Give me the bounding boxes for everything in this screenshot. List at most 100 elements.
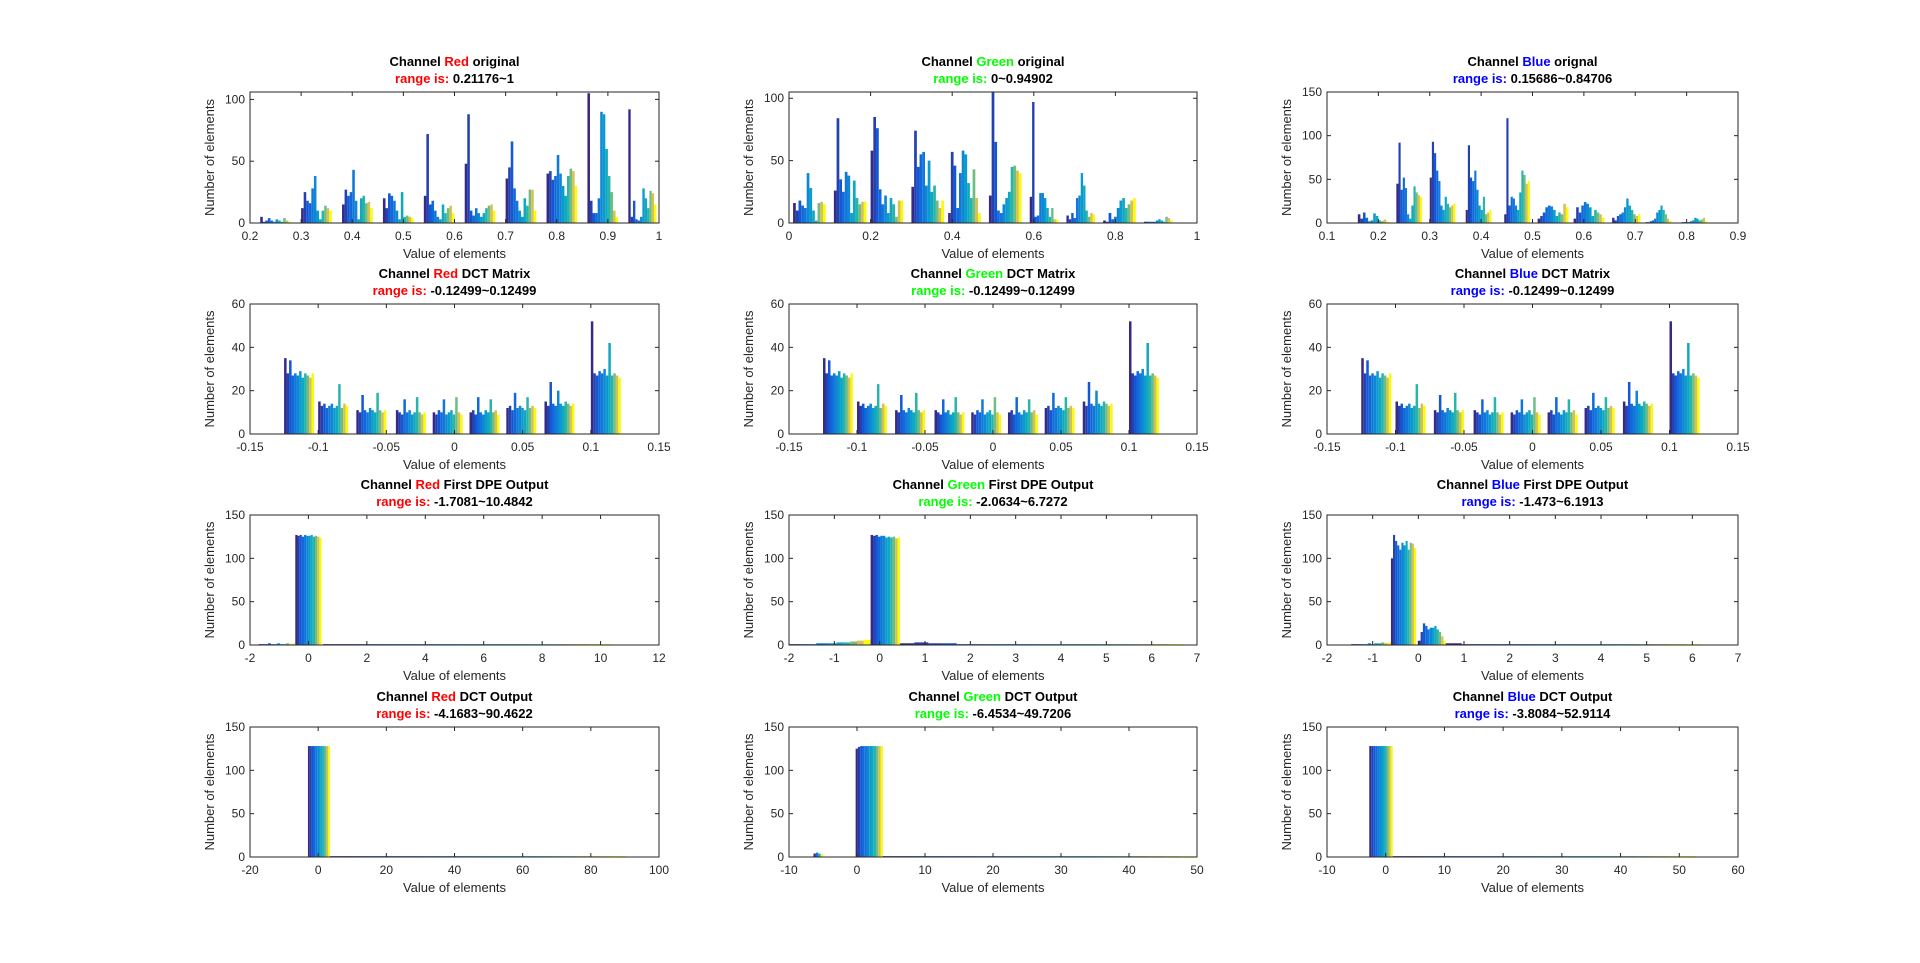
bar	[311, 373, 315, 434]
bar	[367, 201, 371, 223]
bar	[823, 643, 830, 645]
y-tick-label: 60	[1309, 297, 1323, 311]
title-channel: Red	[431, 689, 456, 704]
x-tick-label: 40	[1614, 863, 1628, 877]
bar	[472, 215, 475, 223]
x-tick-label: 10	[1438, 863, 1452, 877]
bar	[1396, 183, 1399, 223]
bar	[1599, 214, 1602, 223]
bar	[1151, 373, 1154, 434]
bar	[855, 198, 859, 223]
bar	[1170, 220, 1173, 223]
x-tick-label: 30	[1555, 863, 1569, 877]
bar	[1051, 208, 1054, 223]
y-tick-label: 150	[225, 508, 245, 522]
bar	[1022, 410, 1026, 434]
bar	[381, 412, 384, 434]
bar	[320, 746, 323, 857]
bar	[610, 192, 613, 223]
bar	[1012, 414, 1016, 434]
y-tick-label: 40	[771, 340, 785, 354]
bar	[1573, 218, 1577, 223]
x-axis-label: Value of elements	[941, 668, 1045, 683]
bar	[432, 412, 436, 434]
bar	[858, 204, 862, 223]
bar	[1036, 215, 1040, 223]
bar	[873, 116, 877, 223]
bar	[533, 210, 537, 223]
range-value: -0.12499~0.12499	[427, 283, 537, 298]
title-suffix: original	[469, 54, 520, 69]
bar	[1550, 410, 1553, 434]
x-axis-label: Value of elements	[941, 246, 1045, 261]
bar	[1160, 220, 1163, 223]
bar	[1510, 196, 1513, 223]
bar	[356, 410, 359, 434]
bar	[860, 746, 863, 857]
x-tick-label: 0.2	[242, 229, 259, 243]
bar	[605, 148, 608, 223]
chart-title: Channel Red DCT Matrix	[379, 266, 531, 281]
bar	[491, 412, 495, 434]
y-tick-label: 0	[238, 427, 245, 441]
range-value: -0.12499~0.12499	[1505, 283, 1615, 298]
bar	[1660, 205, 1663, 223]
bar	[928, 643, 943, 645]
bar	[1597, 405, 1600, 434]
y-tick-label: 150	[764, 508, 784, 522]
bar	[840, 377, 843, 434]
y-axis-label: Number of elements	[202, 521, 217, 639]
bar	[1018, 173, 1022, 223]
bar	[820, 201, 823, 223]
title-prefix: Channel	[361, 477, 416, 492]
bar	[306, 535, 309, 645]
bar	[882, 535, 886, 645]
title-channel: Red	[434, 266, 459, 281]
x-tick-label: -20	[241, 863, 259, 877]
bar	[1155, 220, 1159, 223]
bar	[441, 204, 445, 223]
bar	[1035, 414, 1038, 434]
bar	[362, 195, 366, 223]
y-tick-label: 150	[225, 720, 245, 734]
bar	[347, 195, 350, 223]
bar	[1020, 414, 1023, 434]
bar	[1148, 221, 1152, 223]
bar	[1413, 547, 1417, 645]
bar	[1092, 405, 1096, 434]
bar	[1669, 321, 1673, 434]
bar	[964, 154, 968, 223]
bar	[1483, 412, 1487, 434]
bar	[590, 321, 594, 434]
bar	[1441, 636, 1444, 645]
bar	[1540, 216, 1543, 223]
bar	[874, 405, 877, 434]
bar	[996, 412, 999, 434]
bar	[997, 210, 1000, 223]
bar	[881, 204, 885, 223]
bar	[1557, 412, 1561, 434]
bar	[895, 216, 898, 223]
bar	[1513, 414, 1516, 434]
bar	[602, 114, 606, 223]
bar	[1682, 369, 1685, 434]
bar	[1400, 403, 1404, 434]
bar	[1523, 174, 1526, 223]
bar	[408, 410, 411, 434]
title-suffix: First DPE Output	[985, 477, 1094, 492]
bar	[1167, 218, 1171, 223]
bar	[1377, 643, 1382, 645]
bar	[1599, 408, 1603, 434]
bar	[1656, 212, 1659, 223]
range-label: range is:	[911, 283, 965, 298]
bar	[829, 643, 837, 645]
bar	[1386, 221, 1389, 223]
bar	[489, 399, 492, 434]
bar	[320, 405, 324, 434]
y-tick-label: 50	[1309, 595, 1323, 609]
bar	[506, 408, 509, 434]
bar	[323, 403, 326, 434]
y-tick-label: 0	[238, 850, 245, 864]
bar	[481, 414, 485, 434]
title-suffix: original	[1014, 54, 1065, 69]
